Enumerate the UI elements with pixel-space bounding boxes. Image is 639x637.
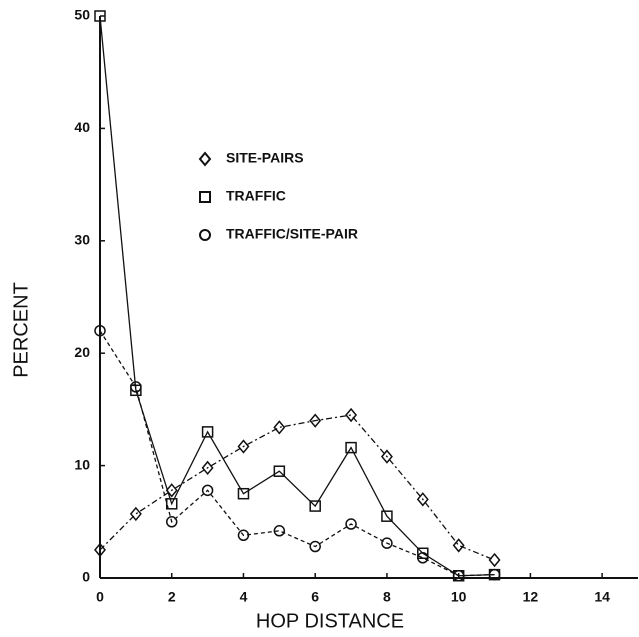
data-point <box>345 518 357 530</box>
data-point <box>381 510 393 522</box>
data-point <box>345 441 357 454</box>
data-point <box>165 483 178 498</box>
data-point <box>237 487 250 500</box>
y-tick-label: 0 <box>82 569 90 585</box>
x-tick-label: 14 <box>594 589 610 605</box>
data-point <box>416 492 429 507</box>
y-axis-title: PERCENT <box>10 282 32 378</box>
data-point <box>488 568 501 581</box>
legend-label: SITE-PAIRS <box>226 150 304 166</box>
data-point <box>417 547 429 560</box>
data-point <box>309 413 322 428</box>
legend-label: TRAFFIC/SITE-PAIR <box>226 226 358 242</box>
legend-label: TRAFFIC <box>226 188 286 204</box>
x-tick-label: 2 <box>168 589 176 605</box>
series-line <box>99 330 495 577</box>
x-tick-label: 8 <box>383 589 391 605</box>
data-point <box>309 540 321 553</box>
legend-marker <box>198 151 212 167</box>
y-tick-label: 30 <box>74 232 90 248</box>
x-axis-title: HOP DISTANCE <box>256 610 404 632</box>
x-tick-label: 0 <box>96 589 104 605</box>
series-line <box>99 414 495 561</box>
data-point <box>201 460 214 476</box>
data-point <box>273 420 286 435</box>
x-tick-label: 4 <box>240 589 248 605</box>
x-tick-label: 10 <box>451 589 467 605</box>
y-tick-label: 20 <box>74 344 90 360</box>
data-point <box>380 449 393 464</box>
data-point <box>165 498 178 510</box>
data-point <box>165 516 178 528</box>
data-point <box>94 542 106 558</box>
data-point <box>201 484 214 497</box>
data-point <box>273 525 286 537</box>
x-tick-label: 6 <box>311 589 319 605</box>
data-point <box>201 426 214 438</box>
data-point <box>94 324 106 337</box>
data-point <box>273 465 286 477</box>
data-point <box>417 552 429 564</box>
data-point <box>452 538 465 553</box>
y-tick-label: 40 <box>74 119 90 135</box>
data-point <box>488 552 501 568</box>
data-point <box>345 407 358 423</box>
data-point <box>452 570 465 582</box>
data-point <box>237 529 250 542</box>
legend-marker <box>199 229 211 241</box>
y-tick-label: 10 <box>74 456 90 472</box>
data-point <box>130 381 142 393</box>
series-line <box>99 15 495 577</box>
data-point <box>309 500 321 512</box>
legend-marker <box>199 191 211 203</box>
data-point <box>129 506 142 522</box>
data-point <box>130 384 142 397</box>
data-point <box>94 10 106 22</box>
y-tick-label: 50 <box>74 7 90 23</box>
data-point <box>381 537 393 549</box>
x-tick-label: 12 <box>523 589 539 605</box>
data-point <box>237 439 250 454</box>
